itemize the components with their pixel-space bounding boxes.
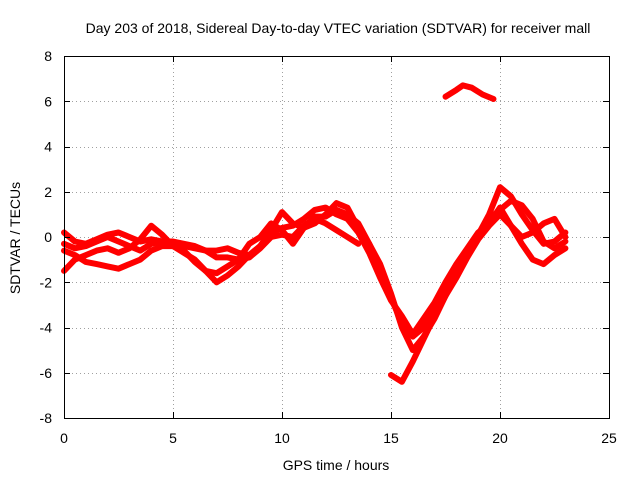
series-line-4 [61, 184, 569, 354]
x-axis-label: GPS time / hours [283, 457, 390, 473]
x-tick-labels: 0 5 10 15 20 25 [60, 430, 617, 446]
y-tick-label: 4 [44, 139, 52, 155]
axis-ticks [64, 56, 610, 419]
y-tick-labels: -8 -6 -4 -2 0 2 4 6 8 [40, 48, 53, 426]
x-tick-label: 5 [169, 430, 177, 446]
series-layer [61, 82, 569, 385]
y-tick-label: 8 [44, 48, 52, 64]
y-tick-label: 6 [44, 93, 52, 109]
chart-title: Day 203 of 2018, Sidereal Day-to-day VTE… [86, 20, 591, 36]
x-tick-label: 0 [60, 430, 68, 446]
y-tick-label: 2 [44, 184, 52, 200]
series-line-5 [388, 211, 569, 385]
y-tick-label: -2 [40, 274, 53, 290]
x-tick-label: 10 [274, 430, 290, 446]
x-tick-label: 25 [601, 430, 617, 446]
x-tick-label: 15 [383, 430, 399, 446]
y-axis-label: SDTVAR / TECUs [7, 182, 23, 294]
y-tick-label: -8 [40, 410, 53, 426]
series-line-6 [442, 82, 497, 102]
y-tick-label: -6 [40, 365, 53, 381]
y-tick-label: -4 [40, 320, 53, 336]
x-tick-label: 20 [492, 430, 508, 446]
y-tick-label: 0 [44, 229, 52, 245]
